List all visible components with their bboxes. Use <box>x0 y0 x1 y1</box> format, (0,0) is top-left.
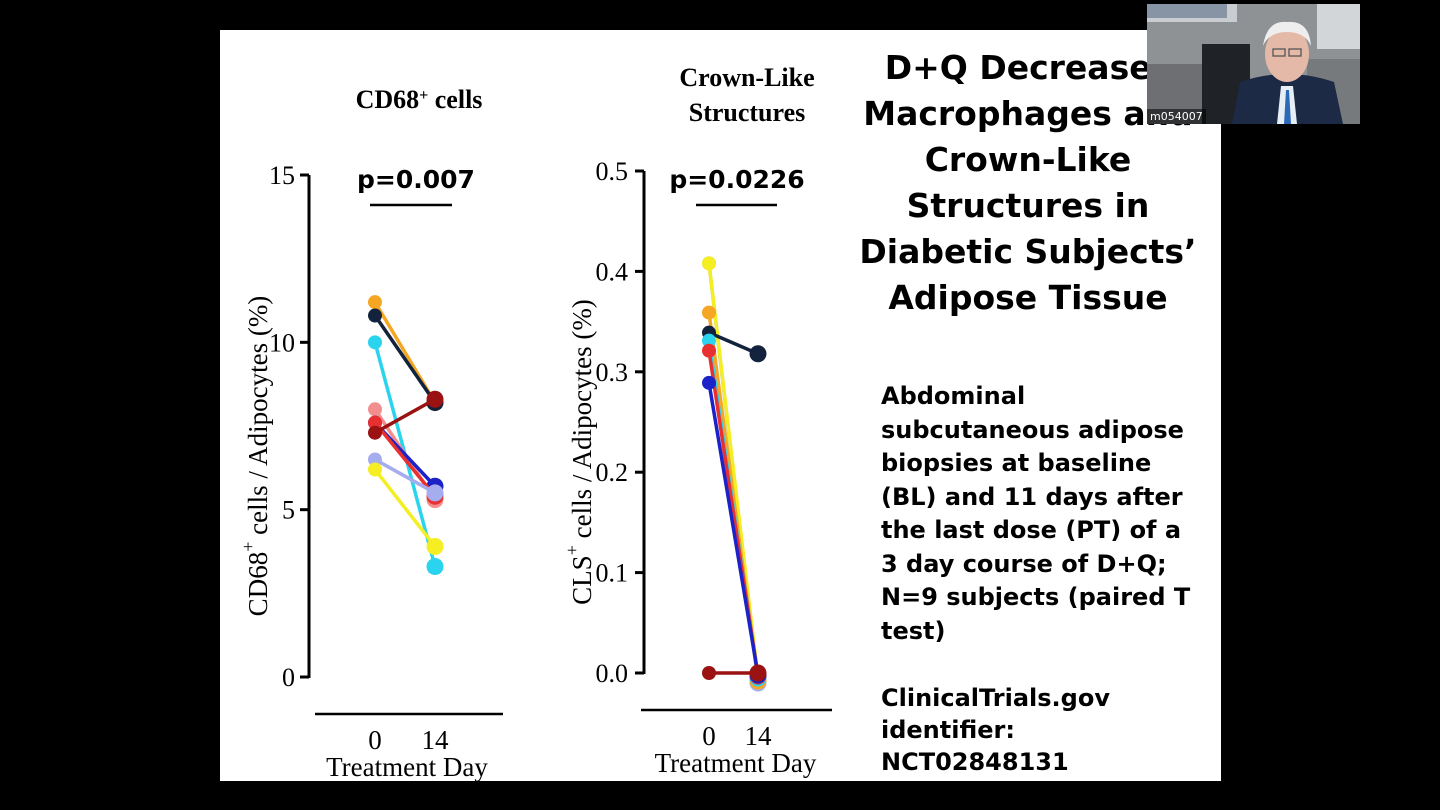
data-point <box>702 375 716 390</box>
y-tick-label: 0.2 <box>596 458 629 487</box>
chart-title: CD68+ cells <box>356 85 483 114</box>
webcam-thumbnail[interactable]: m054007 <box>1147 4 1360 124</box>
data-point <box>368 335 382 350</box>
x-tick-label: 0 <box>702 721 716 751</box>
title-line: Crown-Like <box>924 140 1132 179</box>
data-point <box>749 345 767 363</box>
charts: CD68+ cells p=0.007 0 5 10 15 CD68+ cells / Ad… <box>238 63 832 781</box>
y-axis-label: CD68+ cells / Adipocytes (%) <box>238 296 273 617</box>
y-tick-label: 5 <box>282 496 295 525</box>
webcam-name-tag: m054007 <box>1147 109 1206 124</box>
data-point <box>702 666 716 680</box>
y-tick-label: 10 <box>269 328 295 357</box>
y-tick-label: 0.5 <box>596 157 629 186</box>
description-line: subcutaneous adipose <box>881 415 1184 444</box>
data-point <box>368 295 382 310</box>
data-point <box>368 415 382 430</box>
data-point <box>702 256 716 271</box>
data-point <box>702 305 716 320</box>
p-value-annotation: p=0.007 <box>357 165 475 194</box>
title-line: Structures in <box>906 186 1150 225</box>
data-point <box>368 308 382 323</box>
title-line: Adipose Tissue <box>888 278 1168 317</box>
y-tick-label: 0 <box>282 663 295 692</box>
series-line <box>708 331 759 356</box>
series-line <box>374 397 436 435</box>
description-line: biopsies at baseline <box>881 449 1152 477</box>
data-point <box>368 402 382 417</box>
clinicaltrials-line: NCT02848131 <box>881 748 1069 776</box>
description-line: test) <box>881 616 946 645</box>
data-point <box>368 452 382 467</box>
clinicaltrials-line: identifier: <box>881 716 1015 744</box>
data-point <box>426 558 444 576</box>
slide: CD68+ cells p=0.007 0 5 10 15 CD68+ cells / Ad… <box>220 30 1221 781</box>
x-tick-label: 14 <box>745 721 773 751</box>
chart-title: Crown-Like <box>679 63 814 92</box>
y-tick-label: 0.3 <box>596 358 629 387</box>
x-tick-label: 14 <box>422 725 450 755</box>
series-line <box>374 457 436 495</box>
study-description: Abdominal subcutaneous adipose biopsies … <box>881 380 1211 648</box>
slide-title: D+Q Decreases Macrophages and Crown-Like… <box>848 45 1208 321</box>
series-line <box>373 468 437 548</box>
data-point <box>368 462 382 477</box>
data-point <box>426 537 444 555</box>
series-line <box>373 314 437 404</box>
description-line: (BL) and 11 days after <box>881 482 1183 511</box>
x-axis-label: Treatment Day <box>326 752 488 781</box>
y-tick-label: 0.4 <box>596 257 629 286</box>
clinicaltrials-line: ClinicalTrials.gov <box>881 684 1110 712</box>
description-line: the last dose (PT) of a <box>881 516 1182 544</box>
title-line: Macrophages and <box>863 94 1193 133</box>
data-point <box>702 333 716 348</box>
y-axis-label: CLS+ cells / Adipocytes (%) <box>562 299 597 605</box>
presenter-video <box>1147 4 1360 124</box>
series-line <box>373 421 437 498</box>
x-axis-label: Treatment Day <box>655 748 817 778</box>
y-tick-label: 0.1 <box>596 559 629 588</box>
data-point <box>426 484 444 502</box>
y-tick-label: 15 <box>269 161 295 190</box>
description-line: N=9 subjects (paired T <box>881 583 1191 611</box>
data-point <box>702 343 716 358</box>
data-point <box>749 664 767 682</box>
title-line: D+Q Decreases <box>884 48 1172 87</box>
description-line: Abdominal <box>881 382 1026 410</box>
series-line <box>707 382 760 676</box>
clinicaltrials-identifier: ClinicalTrials.gov identifier: NCT028481… <box>881 682 1211 778</box>
y-tick-label: 0.0 <box>596 659 629 688</box>
data-point <box>368 425 382 440</box>
chart-title: Structures <box>689 98 806 127</box>
title-line: Diabetic Subjects’ <box>859 232 1197 271</box>
x-tick-label: 0 <box>368 725 382 755</box>
data-point <box>426 390 444 408</box>
p-value-annotation: p=0.0226 <box>669 165 804 194</box>
description-line: 3 day course of D+Q; <box>881 549 1167 578</box>
